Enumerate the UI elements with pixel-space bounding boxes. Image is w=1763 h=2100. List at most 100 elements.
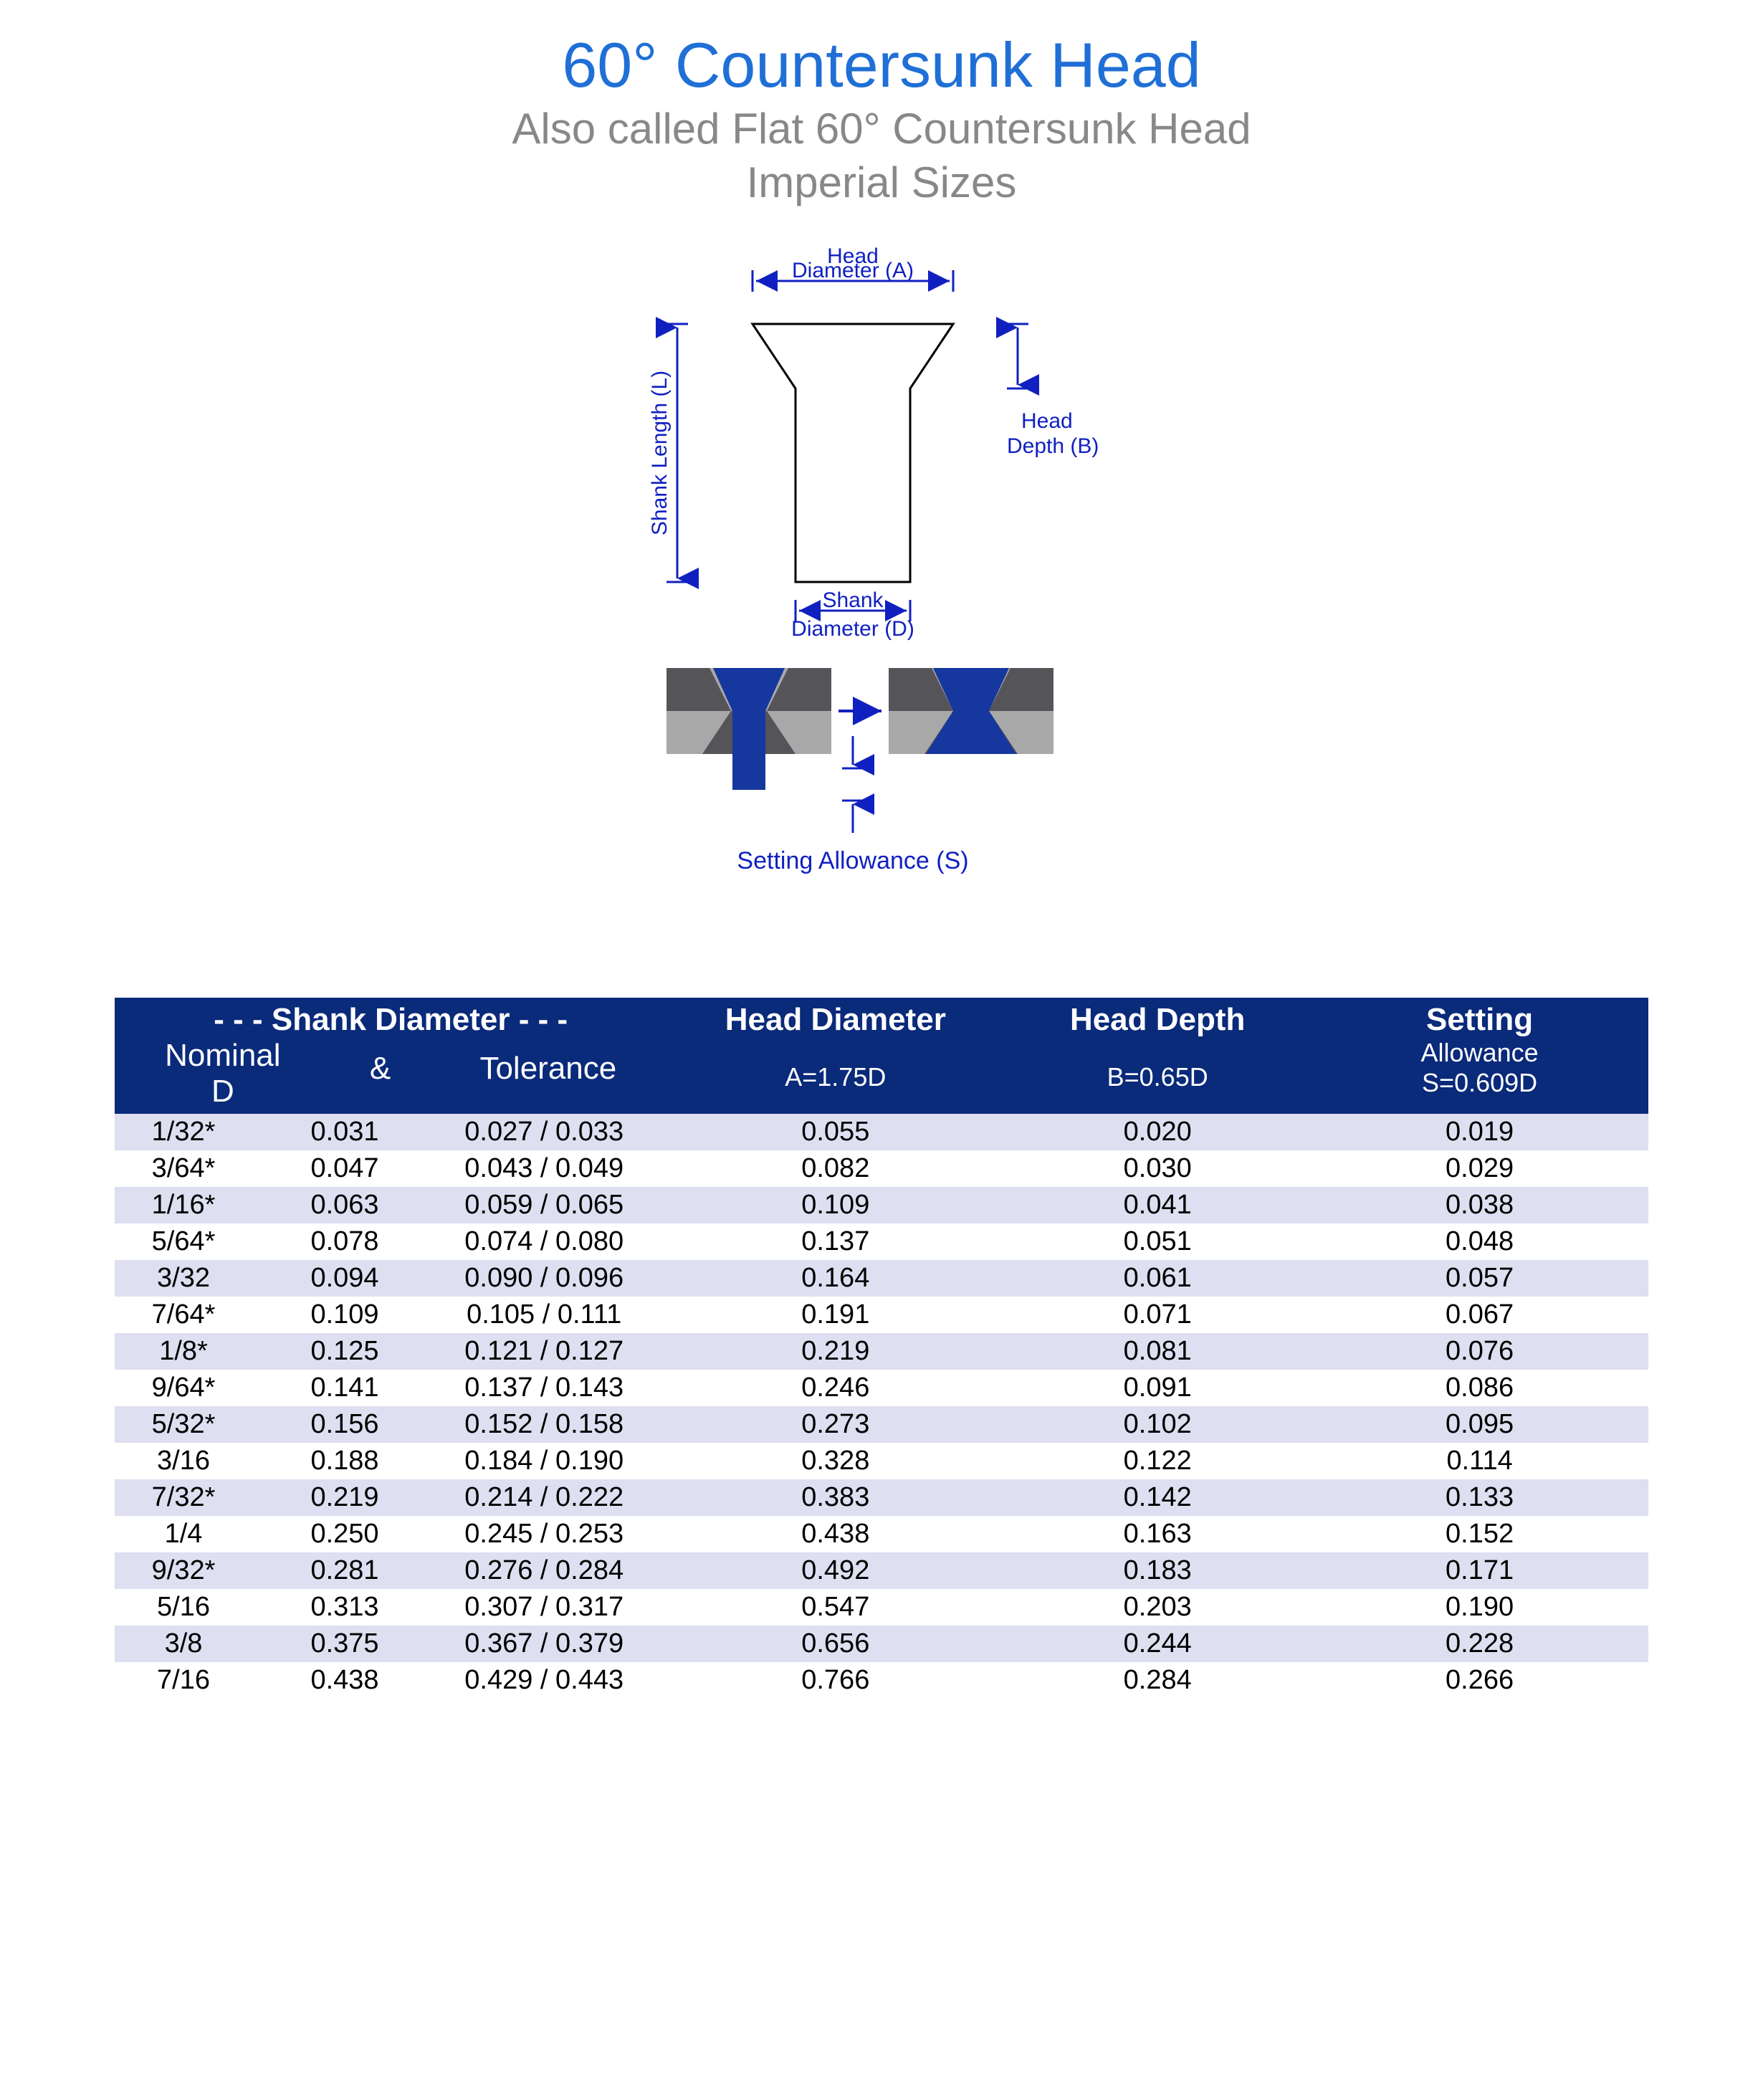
cell-b: 0.020 [1004,1114,1311,1150]
svg-text:Diameter (A): Diameter (A) [792,259,914,282]
cell-s: 0.133 [1311,1479,1648,1516]
cell-s: 0.228 [1311,1626,1648,1662]
table-row: 5/32*0.1560.152 / 0.1580.2730.1020.095 [115,1406,1648,1443]
cell-tol: 0.074 / 0.080 [421,1223,666,1260]
table-row: 7/160.4380.429 / 0.4430.7660.2840.266 [115,1662,1648,1699]
col-amp: & [370,1038,391,1109]
cell-b: 0.183 [1004,1552,1311,1589]
table-row: 3/160.1880.184 / 0.1900.3280.1220.114 [115,1443,1648,1479]
table-row: 7/32*0.2190.214 / 0.2220.3830.1420.133 [115,1479,1648,1516]
cell-dec: 0.281 [268,1552,421,1589]
cell-tol: 0.043 / 0.049 [421,1150,666,1187]
shank-length-annotation: Shank Length (L) [648,324,688,582]
cell-tol: 0.027 / 0.033 [421,1114,666,1150]
cell-s: 0.019 [1311,1114,1648,1150]
cell-b: 0.102 [1004,1406,1311,1443]
diagram-container: Head Diameter (A) Shank Length (L) Head … [115,238,1648,940]
head-diameter-annotation: Head Diameter (A) [752,244,953,292]
cell-dec: 0.063 [268,1187,421,1223]
cell-b: 0.091 [1004,1370,1311,1406]
cell-tol: 0.245 / 0.253 [421,1516,666,1552]
cell-dec: 0.047 [268,1150,421,1187]
cell-nom: 9/32* [115,1552,268,1589]
cell-a: 0.082 [666,1150,1004,1187]
cell-a: 0.438 [666,1516,1004,1552]
cell-b: 0.142 [1004,1479,1311,1516]
cell-nom: 1/32* [115,1114,268,1150]
cell-a: 0.328 [666,1443,1004,1479]
cell-b: 0.244 [1004,1626,1311,1662]
col-nominal: Nominal D [165,1038,280,1109]
cell-dec: 0.313 [268,1589,421,1626]
col-head-diameter: Head Diameter A=1.75D [666,998,1004,1114]
svg-text:Depth (B): Depth (B) [1007,434,1099,458]
cell-b: 0.122 [1004,1443,1311,1479]
cell-a: 0.656 [666,1626,1004,1662]
cell-a: 0.766 [666,1662,1004,1699]
cell-tol: 0.307 / 0.317 [421,1589,666,1626]
cell-nom: 1/8* [115,1333,268,1370]
table-row: 7/64*0.1090.105 / 0.1110.1910.0710.067 [115,1297,1648,1333]
cell-a: 0.055 [666,1114,1004,1150]
cell-b: 0.030 [1004,1150,1311,1187]
svg-text:Setting Allowance (S): Setting Allowance (S) [737,847,968,874]
cell-s: 0.190 [1311,1589,1648,1626]
cell-a: 0.246 [666,1370,1004,1406]
cell-tol: 0.105 / 0.111 [421,1297,666,1333]
cell-nom: 9/64* [115,1370,268,1406]
cell-s: 0.152 [1311,1516,1648,1552]
cell-b: 0.041 [1004,1187,1311,1223]
cell-nom: 5/32* [115,1406,268,1443]
shank-diameter-annotation: Shank Diameter (D) [791,588,914,641]
head-depth-annotation: Head Depth (B) [1007,324,1099,458]
cell-nom: 1/16* [115,1187,268,1223]
cell-a: 0.219 [666,1333,1004,1370]
cell-s: 0.029 [1311,1150,1648,1187]
cell-tol: 0.121 / 0.127 [421,1333,666,1370]
cell-s: 0.114 [1311,1443,1648,1479]
cell-dec: 0.219 [268,1479,421,1516]
cell-tol: 0.184 / 0.190 [421,1443,666,1479]
cell-a: 0.383 [666,1479,1004,1516]
cell-b: 0.071 [1004,1297,1311,1333]
cell-b: 0.163 [1004,1516,1311,1552]
cell-a: 0.191 [666,1297,1004,1333]
cell-nom: 7/16 [115,1662,268,1699]
cell-dec: 0.125 [268,1333,421,1370]
cell-dec: 0.438 [268,1662,421,1699]
table-body: 1/32*0.0310.027 / 0.0330.0550.0200.0193/… [115,1114,1648,1699]
cell-s: 0.171 [1311,1552,1648,1589]
cell-dec: 0.156 [268,1406,421,1443]
cell-tol: 0.276 / 0.284 [421,1552,666,1589]
cell-dec: 0.094 [268,1260,421,1297]
cell-nom: 5/64* [115,1223,268,1260]
cell-nom: 3/32 [115,1260,268,1297]
cell-dec: 0.188 [268,1443,421,1479]
cell-nom: 3/8 [115,1626,268,1662]
table-row: 3/64*0.0470.043 / 0.0490.0820.0300.029 [115,1150,1648,1187]
cell-nom: 7/64* [115,1297,268,1333]
table-row: 1/8*0.1250.121 / 0.1270.2190.0810.076 [115,1333,1648,1370]
cell-s: 0.076 [1311,1333,1648,1370]
setting-allowance-annotation: Setting Allowance (S) [737,736,968,874]
cell-tol: 0.090 / 0.096 [421,1260,666,1297]
svg-text:Shank: Shank [822,588,884,612]
cell-a: 0.164 [666,1260,1004,1297]
cell-tol: 0.137 / 0.143 [421,1370,666,1406]
table-row: 3/320.0940.090 / 0.0960.1640.0610.057 [115,1260,1648,1297]
cell-nom: 1/4 [115,1516,268,1552]
cell-a: 0.273 [666,1406,1004,1443]
cell-tol: 0.214 / 0.222 [421,1479,666,1516]
cell-s: 0.038 [1311,1187,1648,1223]
cell-a: 0.492 [666,1552,1004,1589]
cell-dec: 0.078 [268,1223,421,1260]
cell-b: 0.051 [1004,1223,1311,1260]
table-row: 1/16*0.0630.059 / 0.0650.1090.0410.038 [115,1187,1648,1223]
cell-b: 0.284 [1004,1662,1311,1699]
cell-dec: 0.031 [268,1114,421,1150]
cell-b: 0.203 [1004,1589,1311,1626]
page-subtitle-1: Also called Flat 60° Countersunk Head [115,102,1648,156]
table-row: 9/32*0.2810.276 / 0.2840.4920.1830.171 [115,1552,1648,1589]
cell-s: 0.057 [1311,1260,1648,1297]
table-row: 5/64*0.0780.074 / 0.0800.1370.0510.048 [115,1223,1648,1260]
